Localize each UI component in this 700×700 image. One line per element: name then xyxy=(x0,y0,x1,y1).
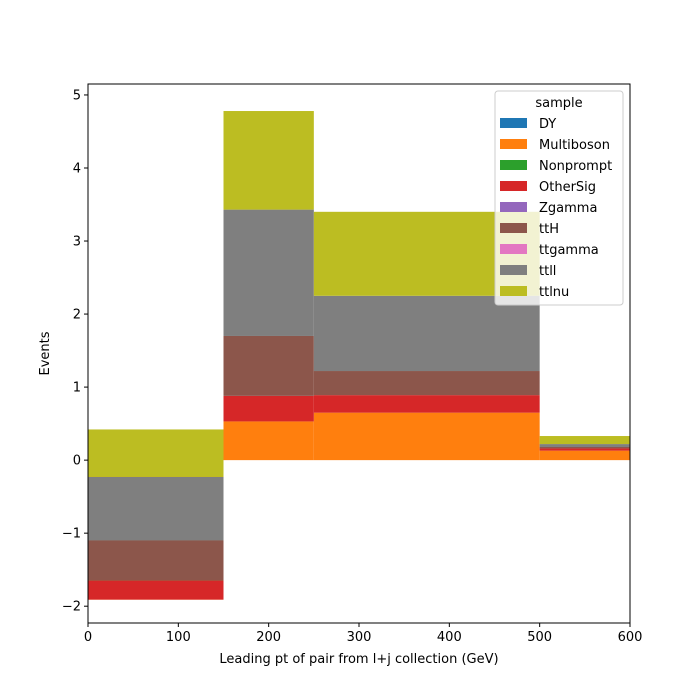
legend-swatch-multiboson xyxy=(500,139,527,149)
bar-tth-bin-1 xyxy=(88,540,224,581)
legend-swatch-tth xyxy=(500,223,527,233)
legend-label-tth: ttH xyxy=(539,222,559,237)
legend-label-othersig: OtherSig xyxy=(539,180,596,195)
x-tick-label: 500 xyxy=(527,630,552,645)
legend: sample DY Multiboson Nonprompt OtherSig Zgam… xyxy=(494,90,624,306)
bar-ttll-bin-3 xyxy=(313,295,540,372)
x-tick-label: 600 xyxy=(618,630,643,645)
bar-tth-bin-3 xyxy=(313,371,540,396)
x-tick-label: 0 xyxy=(84,630,92,645)
x-tick-label: 300 xyxy=(347,630,372,645)
legend-label-ttgamma: ttgamma xyxy=(539,243,599,258)
x-axis: 0 100 200 300 400 500 600 xyxy=(84,623,643,645)
y-tick-label: −1 xyxy=(62,527,81,542)
legend-swatch-othersig xyxy=(500,181,527,191)
legend-swatch-ttgamma xyxy=(500,244,527,254)
legend-swatch-ttll xyxy=(500,265,527,275)
x-tick-label: 200 xyxy=(256,630,281,645)
y-tick-label: 3 xyxy=(73,235,81,250)
y-tick-label: −2 xyxy=(62,600,81,615)
legend-swatch-zgamma xyxy=(500,202,527,212)
bar-ttlnu-bin-4 xyxy=(539,436,630,445)
bar-tth-bin-4 xyxy=(539,446,630,449)
legend-swatch-dy xyxy=(500,118,527,128)
x-tick-label: 100 xyxy=(166,630,191,645)
bars xyxy=(88,111,630,600)
bar-othersig-bin-4 xyxy=(539,448,630,451)
legend-swatch-nonprompt xyxy=(500,160,527,170)
bar-ttll-bin-2 xyxy=(223,209,314,336)
bar-ttll-bin-4 xyxy=(539,444,630,447)
bar-ttlnu-bin-1 xyxy=(88,429,224,477)
y-tick-label: 5 xyxy=(73,88,81,103)
legend-swatch-ttlnu xyxy=(500,286,527,296)
legend-label-ttlnu: ttlnu xyxy=(539,285,569,300)
y-tick-label: 1 xyxy=(73,381,81,396)
y-tick-label: 4 xyxy=(73,161,81,176)
bar-ttll-bin-1 xyxy=(88,476,224,541)
legend-title: sample xyxy=(535,96,582,111)
x-axis-label: Leading pt of pair from l+j collection (… xyxy=(219,652,498,667)
bar-othersig-bin-2 xyxy=(223,395,314,422)
bar-multiboson-bin-2 xyxy=(223,421,314,461)
legend-items: DY Multiboson Nonprompt OtherSig Zgamma ttH tt… xyxy=(500,117,612,300)
y-tick-label: 2 xyxy=(73,308,81,323)
y-axis: −2 −1 0 1 2 3 4 5 xyxy=(62,88,88,615)
y-axis-label: Events xyxy=(38,331,53,375)
bar-multiboson-bin-3 xyxy=(313,412,540,461)
bar-othersig-bin-1 xyxy=(88,580,224,600)
legend-label-dy: DY xyxy=(539,117,556,132)
legend-label-zgamma: Zgamma xyxy=(539,201,597,216)
legend-label-nonprompt: Nonprompt xyxy=(539,159,612,174)
x-tick-label: 400 xyxy=(437,630,462,645)
y-tick-label: 0 xyxy=(73,454,81,469)
bar-multiboson-bin-4 xyxy=(539,450,630,461)
legend-label-ttll: ttll xyxy=(539,264,556,279)
bar-ttlnu-bin-2 xyxy=(223,111,314,210)
bar-tth-bin-2 xyxy=(223,335,314,396)
bar-othersig-bin-3 xyxy=(313,395,540,413)
legend-label-multiboson: Multiboson xyxy=(539,138,610,153)
